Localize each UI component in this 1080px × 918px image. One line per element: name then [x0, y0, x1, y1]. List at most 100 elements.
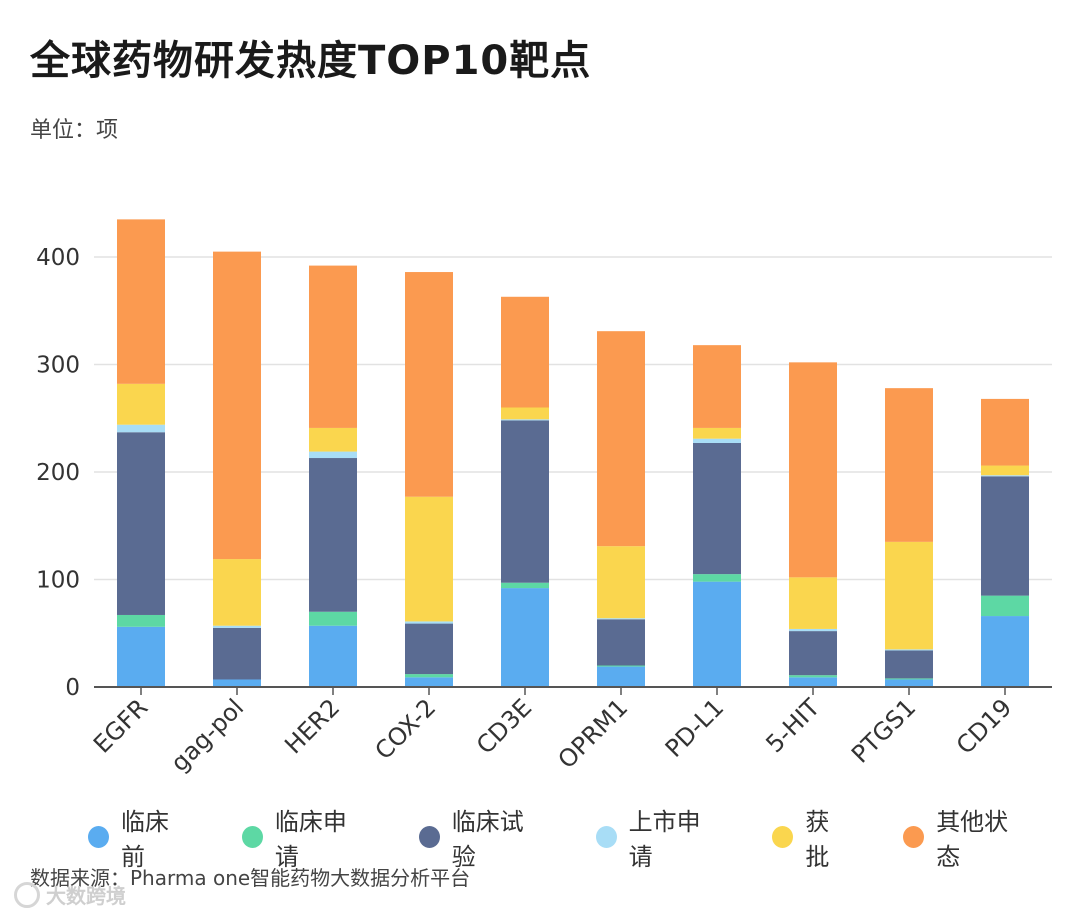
bar-segment	[117, 219, 165, 384]
bar-segment	[309, 611, 357, 626]
x-tick-label: gag-pol	[166, 693, 250, 777]
legend-dot-icon	[595, 826, 617, 848]
x-tick-label: 5-HIT	[760, 693, 825, 758]
bar-segment	[117, 424, 165, 433]
bar-segment	[597, 619, 645, 666]
legend-item: 获批	[772, 802, 851, 872]
bar-segment	[597, 665, 645, 667]
x-tick-label: HER2	[279, 693, 345, 759]
bar-segment	[693, 345, 741, 428]
bar-segment	[309, 427, 357, 452]
x-tick-label: EGFR	[88, 693, 153, 758]
legend-dot-icon	[241, 826, 263, 848]
legend-dot-icon	[418, 826, 440, 848]
watermark: 大数跨境	[14, 880, 126, 909]
bar-segment	[117, 626, 165, 687]
bar-segment	[213, 625, 261, 628]
bar-segment	[597, 546, 645, 619]
bar-segment	[405, 623, 453, 675]
y-tick-label: 400	[36, 245, 80, 271]
stacked-bar-chart: 0 100 200 300 400 EGFR gag-pol HER2 COX-2 CD3E OPR…	[36, 219, 1052, 777]
bar-segment	[405, 674, 453, 678]
bar-segment	[597, 666, 645, 687]
bar-segment	[501, 588, 549, 687]
bar-segment	[309, 451, 357, 459]
bar-segment	[981, 398, 1029, 466]
bar-segment	[981, 475, 1029, 477]
legend-item: 临床前	[88, 802, 190, 872]
bar-segment	[885, 388, 933, 542]
bar-segment	[309, 458, 357, 612]
legend-item: 上市申请	[595, 802, 721, 872]
bar-segment	[885, 679, 933, 687]
bar-segment	[981, 595, 1029, 617]
legend-item: 其他状态	[903, 802, 1028, 872]
bar-segment	[309, 265, 357, 428]
bar-segment	[501, 407, 549, 420]
bar-segment	[501, 419, 549, 421]
x-tick-label: CD19	[951, 693, 1017, 759]
bar-segment	[597, 331, 645, 547]
source-note: 数据来源：Pharma one智能药物大数据分析平台	[30, 866, 471, 890]
y-tick-label: 200	[36, 460, 80, 486]
watermark-logo-icon	[14, 881, 40, 908]
bar-segment	[405, 621, 453, 624]
legend-label: 临床前	[121, 808, 170, 871]
bar-segment	[885, 649, 933, 651]
bar-segment	[885, 678, 933, 680]
legend-label: 临床申请	[274, 808, 347, 871]
bar-segment	[789, 628, 837, 632]
legend-label: 获批	[805, 808, 830, 871]
x-tick-label: CD3E	[471, 693, 537, 759]
bar-segment	[405, 677, 453, 687]
bar-segment	[117, 383, 165, 425]
bar-segment	[501, 582, 549, 589]
bar-segment	[501, 420, 549, 583]
bar-segment	[213, 627, 261, 680]
legend-item: 临床申请	[241, 802, 367, 872]
bar-segment	[789, 362, 837, 578]
bar-segment	[693, 438, 741, 443]
bar-segment	[309, 625, 357, 687]
bar-segment	[981, 465, 1029, 476]
legend-label: 其他状态	[936, 808, 1009, 871]
bar-segment	[981, 476, 1029, 596]
legend: 临床前 临床申请 临床试验 上市申请 获批 其他状态	[88, 802, 1080, 872]
bar-segment	[789, 577, 837, 629]
bar-segment	[789, 675, 837, 678]
bar-segment	[693, 581, 741, 687]
legend-item: 临床试验	[418, 802, 544, 872]
bar-segment	[597, 618, 645, 620]
x-tick-label: COX-2	[370, 693, 442, 765]
y-tick-label: 100	[36, 568, 80, 594]
y-tick-label: 0	[65, 675, 80, 701]
bar-segment	[501, 296, 549, 408]
x-tick-label: PTGS1	[846, 693, 921, 768]
watermark-text: 大数跨境	[46, 884, 126, 908]
chart-title: 全球药物研发热度TOP10靶点	[30, 38, 592, 84]
legend-dot-icon	[772, 826, 794, 848]
bar-segment	[117, 432, 165, 615]
x-tick-label: PD-L1	[660, 693, 729, 762]
bar-segment	[693, 427, 741, 439]
bar-segment	[693, 574, 741, 582]
bar-segment	[213, 559, 261, 626]
y-tick-label: 300	[36, 353, 80, 379]
unit-label: 单位：项	[30, 118, 119, 143]
bar-segment	[789, 631, 837, 676]
bar-segment	[405, 272, 453, 497]
bar-segment	[693, 442, 741, 575]
bar-segment	[885, 650, 933, 679]
legend-label: 上市申请	[628, 808, 701, 871]
bar-segment	[981, 616, 1029, 687]
bar-segment	[213, 251, 261, 560]
bar-segment	[789, 677, 837, 687]
legend-dot-icon	[88, 826, 110, 848]
x-tick-label: OPRM1	[553, 693, 634, 774]
bar-segment	[405, 496, 453, 622]
bar-segment	[213, 679, 261, 687]
legend-label: 临床试验	[451, 808, 524, 871]
bar-segment	[117, 614, 165, 627]
bar-segment	[885, 541, 933, 650]
legend-dot-icon	[903, 826, 925, 848]
